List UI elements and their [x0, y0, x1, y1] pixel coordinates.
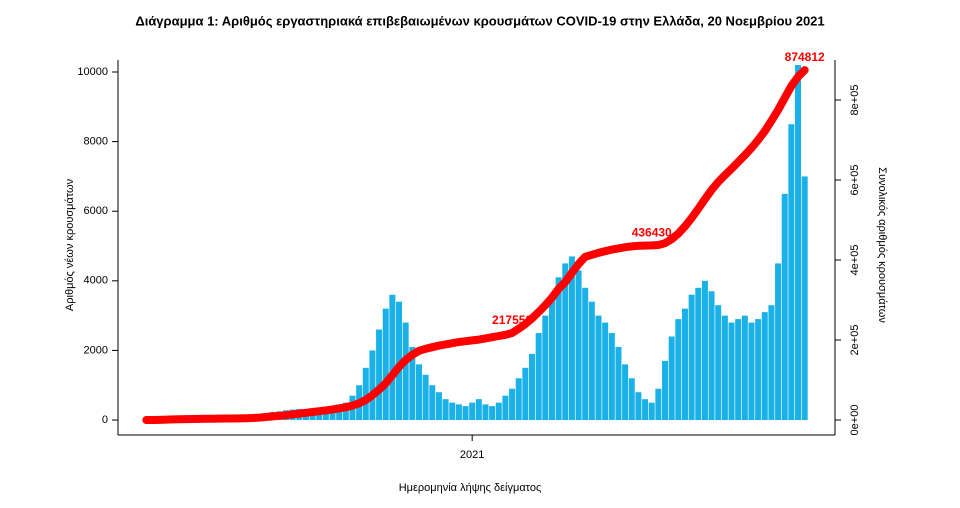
bar: [768, 305, 775, 421]
bar: [495, 402, 502, 421]
bar: [588, 301, 595, 421]
bar: [615, 346, 622, 421]
y-axis-title: Αριθμός νέων κρουσμάτων: [64, 178, 76, 311]
y-tick-label: 4000: [84, 275, 108, 287]
bar: [429, 385, 436, 421]
bar: [668, 336, 675, 421]
bar: [655, 388, 662, 421]
bar: [562, 263, 569, 421]
cumulative-line: [142, 66, 809, 424]
bar: [695, 287, 702, 421]
bar: [675, 319, 682, 421]
bar: [688, 294, 695, 421]
bar: [622, 364, 629, 421]
bar: [409, 346, 416, 421]
bar: [741, 315, 748, 421]
y-tick-label: 6000: [84, 205, 108, 217]
y2-tick-label: 4e+05: [849, 245, 861, 276]
bar: [522, 367, 529, 421]
bar: [462, 406, 469, 421]
bar: [648, 402, 655, 421]
bar: [396, 301, 403, 421]
bar: [475, 399, 482, 421]
bar: [708, 291, 715, 421]
bar: [402, 322, 409, 421]
bar: [389, 294, 396, 421]
bar: [342, 402, 349, 421]
y2-tick-label: 8e+05: [849, 85, 861, 116]
bar: [502, 395, 509, 421]
bar: [662, 360, 669, 421]
bar: [781, 193, 788, 421]
bar: [775, 263, 782, 421]
bar: [555, 277, 562, 421]
bar: [535, 333, 542, 421]
bar: [362, 367, 369, 421]
annotation: 436430: [632, 226, 672, 240]
y-tick-label: 10000: [77, 66, 108, 78]
y-tick-label: 0: [102, 414, 108, 426]
y2-tick-label: 0e+00: [849, 405, 861, 436]
bar: [701, 280, 708, 421]
bar: [515, 378, 522, 421]
bar: [469, 402, 476, 421]
bar: [608, 333, 615, 421]
bar: [449, 402, 456, 421]
chart-title: Διάγραμμα 1: Αριθμός εργαστηριακά επιβεβ…: [135, 13, 824, 28]
x-tick-label: 2021: [460, 449, 484, 461]
bar: [735, 319, 742, 421]
bar: [788, 124, 795, 421]
bar: [455, 404, 462, 421]
bar: [509, 388, 516, 421]
bar: [595, 315, 602, 421]
bar: [415, 364, 422, 421]
bar: [681, 308, 688, 421]
bar: [548, 294, 555, 421]
y2-axis-title: Συνολικός αριθμός κρουσμάτων: [876, 167, 888, 323]
bar: [642, 399, 649, 421]
bar: [801, 176, 808, 421]
annotation: 874812: [785, 50, 825, 64]
bar: [795, 65, 802, 421]
bar: [542, 315, 549, 421]
bar: [435, 392, 442, 421]
y-tick-label: 2000: [84, 344, 108, 356]
annotation: 217550: [492, 313, 532, 327]
bar: [748, 322, 755, 421]
bar: [715, 305, 722, 421]
bar: [582, 287, 589, 421]
bar: [489, 406, 496, 421]
bar: [529, 353, 536, 421]
bar: [422, 374, 429, 421]
y2-tick-label: 2e+05: [849, 325, 861, 356]
bar: [628, 378, 635, 421]
bar: [575, 270, 582, 421]
bar: [755, 319, 762, 421]
y2-tick-label: 6e+05: [849, 165, 861, 196]
bar: [482, 404, 489, 421]
bar: [382, 308, 389, 421]
y-tick-label: 8000: [84, 136, 108, 148]
bar: [602, 322, 609, 421]
bar: [728, 322, 735, 421]
bar: [761, 312, 768, 421]
bar: [721, 315, 728, 421]
bar: [376, 329, 383, 421]
bar: [635, 392, 642, 421]
bar: [442, 399, 449, 421]
bar: [568, 256, 575, 421]
bar: [369, 350, 376, 421]
x-axis-title: Ημερομηνία λήψης δείγματος: [399, 482, 542, 494]
